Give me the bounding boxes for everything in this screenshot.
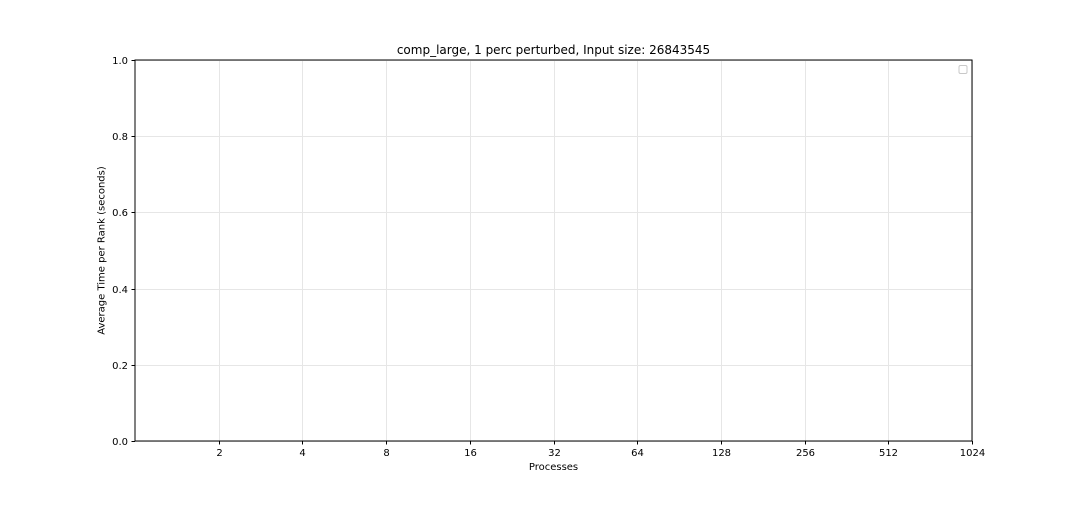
y-tick-label: 1.0: [112, 56, 128, 67]
axis-ticks: 2 4 8 16 32 64 128 256 512 1024 0.0 0.2 0.4 0.6 0.8 1.0: [112, 56, 985, 459]
x-tick-label: 256: [796, 448, 815, 459]
x-tick-label: 2: [216, 448, 222, 459]
y-tick-label: 0.2: [112, 361, 128, 372]
x-tick-label: 128: [712, 448, 731, 459]
legend-box: [958, 65, 968, 74]
x-tick-label: 8: [383, 448, 389, 459]
y-tick-label: 0.4: [112, 285, 128, 296]
x-axis-label: Processes: [529, 462, 578, 473]
x-tick-label: 512: [879, 448, 898, 459]
plot-frame: [134, 59, 973, 442]
x-tick-label: 4: [299, 448, 305, 459]
y-tick-label: 0.0: [112, 437, 128, 448]
chart-title: comp_large, 1 perc perturbed, Input size…: [397, 43, 710, 57]
y-tick-label: 0.8: [112, 132, 128, 143]
x-tick-label: 64: [631, 448, 644, 459]
x-tick-label: 1024: [960, 448, 985, 459]
y-tick-label: 0.6: [112, 208, 128, 219]
y-axis-label: Average Time per Rank (seconds): [97, 166, 108, 335]
x-tick-label: 32: [548, 448, 561, 459]
x-tick-label: 16: [464, 448, 477, 459]
